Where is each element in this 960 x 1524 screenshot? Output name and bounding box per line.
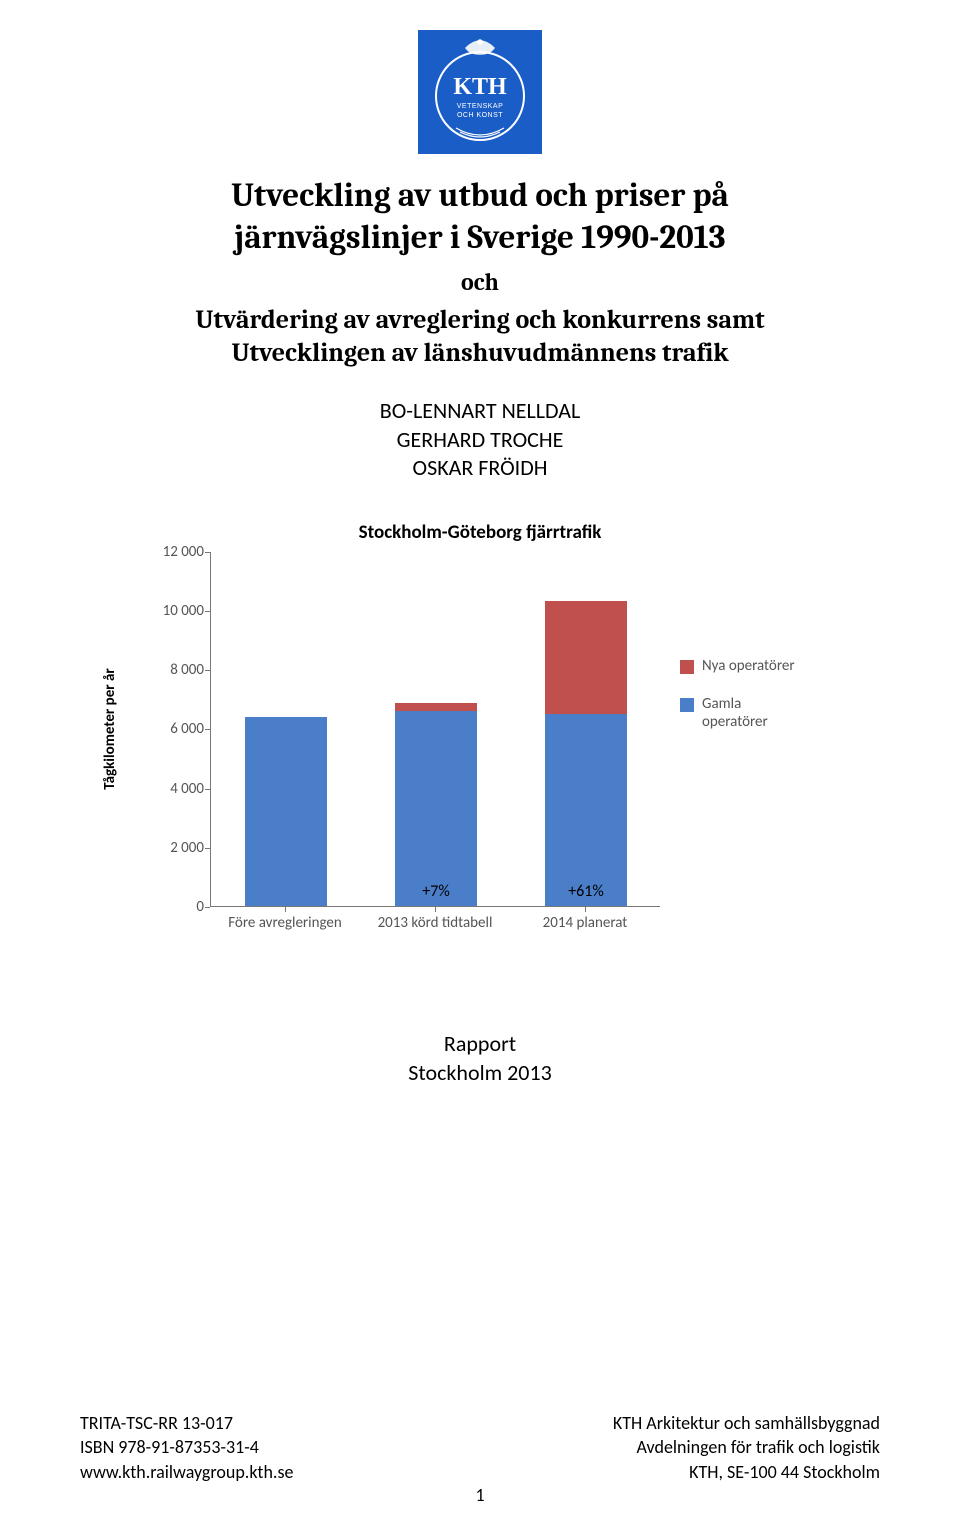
title-block: Utveckling av utbud och priser på järnvä… <box>80 177 880 369</box>
title-line1: Utveckling av utbud och priser på <box>80 177 880 217</box>
legend-label-nya: Nya operatörer <box>702 657 802 675</box>
ytick-label: 0 <box>150 898 204 916</box>
author-3: OSKAR FRÖIDH <box>80 454 880 483</box>
legend-item-gamla: Gamla operatörer <box>680 695 802 731</box>
ytick-mark <box>205 670 210 671</box>
xcat-label: 2013 körd tidtabell <box>360 914 510 932</box>
logo-sub1: VETENSKAP <box>457 103 504 110</box>
ytick-label: 8 000 <box>150 661 204 679</box>
legend-label-gamla: Gamla operatörer <box>702 695 802 731</box>
legend: Nya operatörer Gamla operatörer <box>680 657 802 751</box>
footer-right-3: KTH, SE-100 44 Stockholm <box>613 1460 880 1484</box>
xtick-mark <box>435 907 436 912</box>
title-line2: järnvägslinjer i Sverige 1990-2013 <box>80 219 880 259</box>
author-1: BO-LENNART NELLDAL <box>80 397 880 426</box>
rapport-line2: Stockholm 2013 <box>80 1059 880 1088</box>
chart-area: Stockholm-Göteborg fjärrtrafik Tågkilome… <box>120 521 840 952</box>
logo-org-text: KTH <box>453 74 507 100</box>
legend-swatch-nya <box>680 660 694 674</box>
xtick-mark <box>285 907 286 912</box>
author-2: GERHARD TROCHE <box>80 426 880 455</box>
ytick-label: 6 000 <box>150 720 204 738</box>
legend-swatch-gamla <box>680 698 694 712</box>
ytick-label: 4 000 <box>150 780 204 798</box>
xcat-label: Före avregleringen <box>210 914 360 932</box>
ytick-label: 10 000 <box>150 602 204 620</box>
subtitle-line1: Utvärdering av avreglering och konkurren… <box>80 304 880 337</box>
chart-title: Stockholm-Göteborg fjärrtrafik <box>120 521 840 544</box>
kth-logo: KTH VETENSKAP OCH KONST <box>418 30 542 154</box>
footer-trita: TRITA-TSC-RR 13-017 <box>80 1411 293 1435</box>
bar-segment <box>395 711 478 906</box>
footer-right-1: KTH Arkitektur och samhällsbyggnad <box>613 1411 880 1435</box>
footer: TRITA-TSC-RR 13-017 ISBN 978-91-87353-31… <box>80 1411 880 1484</box>
ytick-mark <box>205 729 210 730</box>
xtick-mark <box>585 907 586 912</box>
authors-block: BO-LENNART NELLDAL GERHARD TROCHE OSKAR … <box>80 397 880 483</box>
title-och: och <box>80 268 880 296</box>
ytick-label: 2 000 <box>150 839 204 857</box>
yaxis-title: Tågkilometer per år <box>101 669 119 790</box>
footer-url: www.kth.railwaygroup.kth.se <box>80 1460 293 1484</box>
footer-left: TRITA-TSC-RR 13-017 ISBN 978-91-87353-31… <box>80 1411 293 1484</box>
bar-segment <box>545 714 628 906</box>
ytick-mark <box>205 907 210 908</box>
ytick-mark <box>205 848 210 849</box>
ytick-mark <box>205 552 210 553</box>
ytick-mark <box>205 789 210 790</box>
ytick-mark <box>205 611 210 612</box>
rapport-line1: Rapport <box>80 1030 880 1059</box>
footer-right: KTH Arkitektur och samhällsbyggnad Avdel… <box>613 1411 880 1484</box>
page-number: 1 <box>0 1484 960 1506</box>
ytick-label: 12 000 <box>150 543 204 561</box>
footer-isbn: ISBN 978-91-87353-31-4 <box>80 1435 293 1459</box>
bar-segment <box>395 703 478 710</box>
legend-item-nya: Nya operatörer <box>680 657 802 675</box>
bar-segment <box>545 601 628 713</box>
logo-wrap: KTH VETENSKAP OCH KONST <box>80 30 880 159</box>
footer-right-2: Avdelningen för trafik och logistik <box>613 1435 880 1459</box>
bar-segment <box>245 717 328 906</box>
rapport-block: Rapport Stockholm 2013 <box>80 1030 880 1087</box>
subtitle-line2: Utvecklingen av länshuvudmännens trafik <box>80 337 880 370</box>
logo-sub2: OCH KONST <box>457 112 503 119</box>
xcat-label: 2014 planerat <box>510 914 660 932</box>
plot-area: +7%+61% <box>210 552 660 907</box>
chart-container: Tågkilometer per år +7%+61% Nya operatör… <box>120 552 840 952</box>
